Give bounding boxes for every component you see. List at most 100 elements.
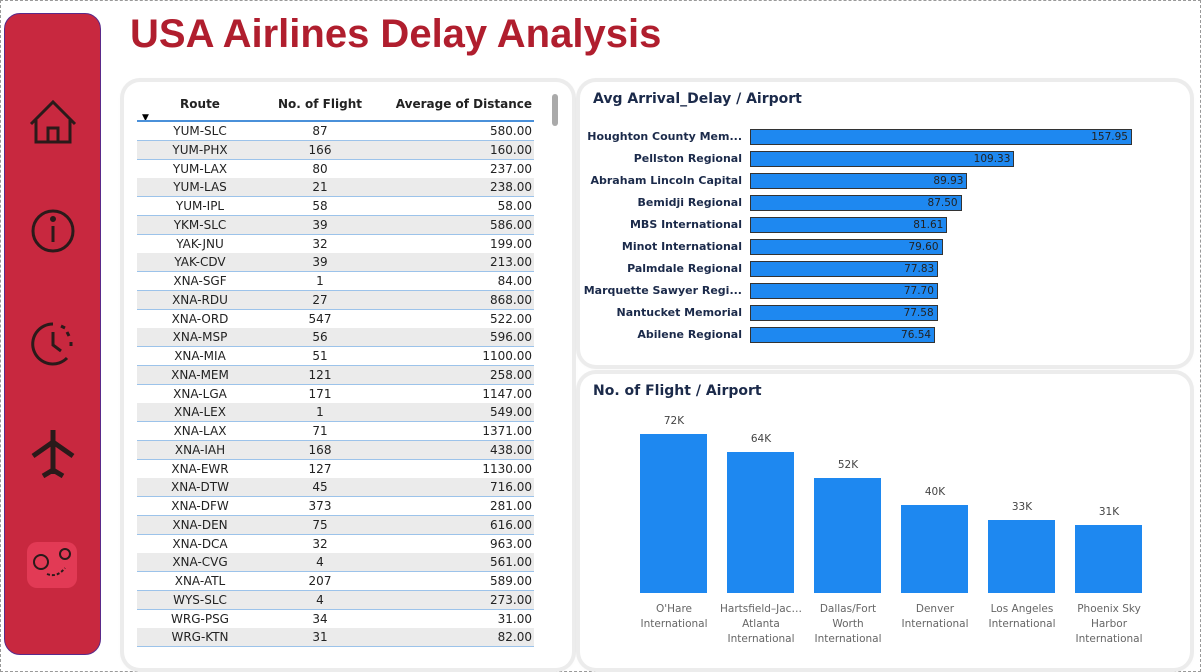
bar-label: Marquette Sawyer Regi... <box>583 284 742 297</box>
table-cell: 522.00 <box>490 311 532 326</box>
bar <box>750 129 1132 145</box>
table-cell: 51 <box>312 349 328 363</box>
table-cell: 127 <box>308 461 332 476</box>
table-cell: 438.00 <box>490 442 532 457</box>
table-row <box>137 553 534 573</box>
bar-label: MBS International <box>629 218 742 231</box>
table-row <box>137 328 534 348</box>
table-row <box>137 628 534 648</box>
bar-label: Abraham Lincoln Capital <box>590 174 743 187</box>
value-label: 33K <box>1011 501 1033 514</box>
table-cell: XNA-IAH <box>174 442 226 457</box>
bar-label: Nantucket Memorial <box>616 306 742 319</box>
table-cell: XNA-DFW <box>171 499 229 513</box>
table-cell: WRG-KTN <box>171 630 229 645</box>
table-cell: 34 <box>312 611 328 626</box>
sidebar <box>4 13 101 655</box>
table-cell: YAK-CDV <box>174 255 226 270</box>
chart-title: Avg Arrival_Delay / Airport <box>593 91 802 107</box>
table-cell: 238.00 <box>490 180 532 195</box>
history-icon[interactable] <box>31 322 73 366</box>
flight-icon[interactable] <box>31 430 75 479</box>
table-cell: 1100.00 <box>482 349 532 363</box>
table-cell: 31.00 <box>497 611 532 626</box>
x-tick-label: Dallas/Fort Worth International <box>814 603 882 645</box>
value-label: 40K <box>924 485 946 498</box>
bar <box>640 434 707 593</box>
table-cell: 84.00 <box>497 274 532 288</box>
table-cell: YAK-JNU <box>176 236 224 251</box>
column-header: No. of Flight <box>278 97 362 111</box>
table-row <box>137 215 534 235</box>
table-cell: 586.00 <box>490 217 532 232</box>
table-cell: 1 <box>316 274 324 288</box>
bar-label: Minot International <box>621 240 742 253</box>
table-row <box>137 234 534 254</box>
map-icon[interactable] <box>33 548 71 577</box>
x-tick-label: Phoenix Sky Harbor International <box>1075 603 1143 645</box>
info-icon[interactable] <box>31 209 75 253</box>
table-row <box>137 197 534 216</box>
table-row <box>137 422 534 441</box>
table-cell: 56 <box>312 330 328 345</box>
table-cell: 32 <box>312 536 328 551</box>
table-row <box>137 272 534 291</box>
bar <box>727 451 794 593</box>
table-cell: XNA-MSP <box>172 330 228 345</box>
bar <box>750 283 938 299</box>
table-cell: 4 <box>316 592 324 607</box>
table-cell: 580.00 <box>490 124 532 138</box>
value-label: 157.95 <box>1091 131 1128 143</box>
table-cell: 207 <box>308 574 332 588</box>
table-cell: YUM-PHX <box>172 142 228 157</box>
table-row <box>137 384 534 404</box>
bar-label: Abilene Regional <box>637 328 742 341</box>
x-tick-label: Hartsfield–Jac… Atlanta International <box>720 603 802 645</box>
table-row <box>137 497 534 516</box>
value-label: 77.70 <box>903 285 934 297</box>
table-cell: WRG-PSG <box>171 611 229 626</box>
table-cell: 273.00 <box>490 592 532 607</box>
table-cell: 45 <box>312 480 328 495</box>
value-label: 79.60 <box>908 241 939 253</box>
table-cell: 549.00 <box>490 405 532 420</box>
bar <box>750 305 938 321</box>
table-cell: XNA-MIA <box>174 349 226 363</box>
bar <box>750 151 1015 167</box>
chart-title: No. of Flight / Airport <box>593 383 762 399</box>
table-cell: 71 <box>312 424 328 438</box>
bar-label: Pellston Regional <box>633 152 742 165</box>
bar <box>750 239 943 255</box>
table-panel: ▼ Route No. of Flight Average of Distance Y… <box>124 82 572 668</box>
table-cell: XNA-LAX <box>173 424 227 438</box>
table-cell: 39 <box>312 255 328 270</box>
bar <box>750 217 948 233</box>
table-row <box>137 122 534 141</box>
table-cell: 616.00 <box>490 517 532 532</box>
scrollbar[interactable] <box>552 94 558 126</box>
table-cell: 168 <box>308 442 332 457</box>
table-cell: 1147.00 <box>482 386 532 401</box>
value-label: 81.61 <box>913 219 944 231</box>
table-cell: XNA-DCA <box>172 536 228 551</box>
table-cell: XNA-RDU <box>172 292 228 307</box>
home-icon[interactable] <box>29 99 77 144</box>
table-cell: YKM-SLC <box>173 217 227 232</box>
bar-label: Palmdale Regional <box>627 262 742 275</box>
value-label: 109.33 <box>973 153 1011 165</box>
bar <box>750 195 962 211</box>
sort-arrow[interactable]: ▼ <box>142 113 149 123</box>
table-cell: 1371.00 <box>482 424 532 438</box>
table-cell: 58 <box>312 199 328 213</box>
table-row <box>137 253 534 273</box>
column-header: Route <box>180 97 220 111</box>
table-row <box>137 178 534 198</box>
table-cell: WYS-SLC <box>173 592 227 607</box>
bar <box>901 504 968 593</box>
table-cell: 160.00 <box>490 142 532 157</box>
map-icon-bg[interactable] <box>27 542 77 588</box>
table-cell: 171 <box>308 386 332 401</box>
table-row <box>137 403 534 423</box>
table-cell: YUM-LAS <box>173 180 227 195</box>
